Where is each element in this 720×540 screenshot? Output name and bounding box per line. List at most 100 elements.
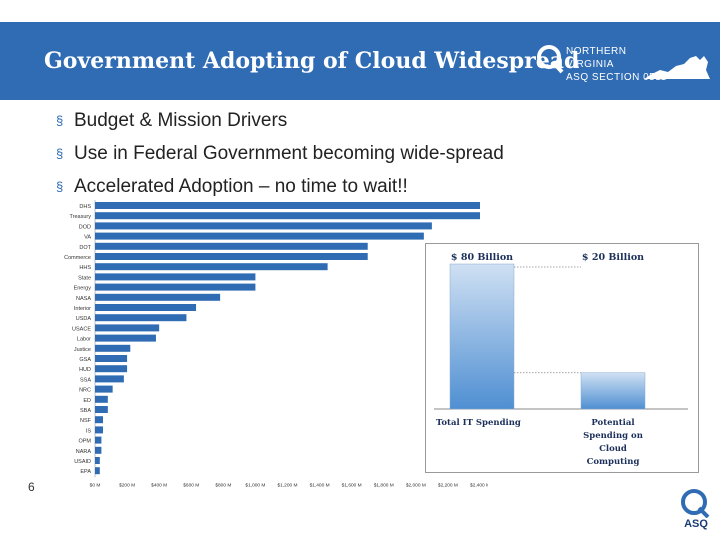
x-tick-label: $1,000 M [245,482,265,488]
category-label: DOT [79,245,91,251]
bullet-marker: § [56,113,64,128]
x-tick-label: $600 M [183,482,199,488]
category-label: EPA [80,469,91,475]
x-tick-label: $200 M [119,482,135,488]
title-bar: Government Adopting of Cloud Widespread … [0,22,720,100]
category-label: HHS [79,265,91,271]
bar [95,253,368,260]
category-label: USAID [74,459,91,465]
inset-category-label-line: Computing [587,457,640,467]
x-tick-label: $800 M [215,482,231,488]
category-label: HUD [79,367,91,373]
category-label: DHS [79,204,91,210]
inset-bar-value-label: $ 20 Billion [582,252,644,263]
logo-line-1: NORTHERN [566,46,627,57]
page-number: 6 [28,480,35,494]
category-label: SBA [80,408,91,414]
bar [95,212,480,220]
bar [95,436,102,444]
bar [95,416,104,424]
inset-bar-value-label: $ 80 Billion [451,252,513,263]
inset-category-label-line: Spending on [583,431,643,441]
northern-virginia-asq-logo: NORTHERN VIRGINIA ASQ SECTION 0511 [536,42,716,102]
bar [95,242,368,250]
category-label: Justice [74,347,91,353]
x-tick-label: $0 M [90,482,101,488]
category-label: State [78,275,91,281]
category-label: Treasury [70,214,92,220]
bullet-item: § Use in Federal Government becoming wide… [56,137,504,170]
inset-bar [449,263,515,410]
bullet-item: § Budget & Mission Drivers [56,104,504,137]
bar [95,222,432,230]
category-label: IS [86,428,92,434]
x-tick-label: $1,800 M [374,482,394,488]
bar [95,283,256,291]
x-tick-label: $1,200 M [277,482,297,488]
category-label: DOD [79,224,91,230]
category-label: SSA [80,377,91,383]
bar [95,395,108,403]
cloud-spending-inset-chart: $ 80 Billion $ 20 Billion Total IT Spendin… [425,243,699,473]
asq-logo: ASQ [676,488,716,532]
inset-category-label: Total IT Spending [436,418,521,428]
bar [95,232,424,240]
inset-chart-svg: $ 80 Billion $ 20 Billion Total IT Spendin… [434,252,688,467]
x-tick-label: $2,400 M [470,482,488,488]
bullet-text: Budget & Mission Drivers [74,110,288,131]
category-label: ED [83,398,91,404]
category-label: Energy [74,286,92,292]
inset-category-label-line: Cloud [599,444,627,454]
bullet-text: Accelerated Adoption – no time to wait!! [74,176,408,197]
bar [95,273,256,281]
asq-label: ASQ [684,518,708,530]
inset-category-label: Potential Spending on Cloud Computing [583,418,643,467]
bar [95,293,221,301]
x-tick-label: $2,200 M [438,482,458,488]
bar [95,263,328,271]
x-tick-label: $1,400 M [310,482,330,488]
inset-bar [580,372,646,410]
x-tick-label: $1,600 M [342,482,362,488]
bar [95,355,128,362]
x-tick-label: $2,000 M [406,482,426,488]
bullet-item: § Accelerated Adoption – no time to wait!… [56,170,504,203]
bar [95,365,128,373]
bar [95,406,108,413]
category-label: USDA [76,316,92,322]
bar [95,314,187,322]
bullet-text: Use in Federal Government becoming wide-… [74,143,504,164]
x-tick-label: $400 M [151,482,167,488]
bullet-marker: § [56,179,64,194]
bar [95,446,102,454]
inset-category-label-line: Potential [591,418,635,428]
agency-cloud-spending-chart: DHS Treasury DOD VA DOT Commerce HHS State Energ… [64,200,488,488]
q-logo-icon [537,45,564,74]
bar [95,426,104,434]
category-label: NARA [76,449,92,455]
bar [95,344,131,352]
bar [95,385,113,393]
bar [95,334,156,342]
category-label: Labor [77,337,91,343]
bar [95,467,100,475]
category-label: GSA [79,357,91,363]
bar [95,457,100,464]
category-label: USACE [72,326,91,332]
bar [95,324,160,332]
bar [95,202,480,209]
bullet-marker: § [56,146,64,161]
category-label: NASA [76,296,91,302]
category-label: VA [84,235,91,241]
bar [95,375,124,383]
category-label: NSF [80,418,92,424]
category-label: Interior [74,306,91,312]
logo-line-2: VIRGINIA [566,59,614,70]
bar [95,304,197,311]
slide-title: Government Adopting of Cloud Widespread [44,48,580,74]
asq-q-icon [681,489,710,519]
category-label: Commerce [64,255,91,261]
category-label: NRC [79,388,91,394]
virginia-state-icon [644,56,710,79]
logo-line-3: ASQ SECTION 0511 [566,72,667,83]
